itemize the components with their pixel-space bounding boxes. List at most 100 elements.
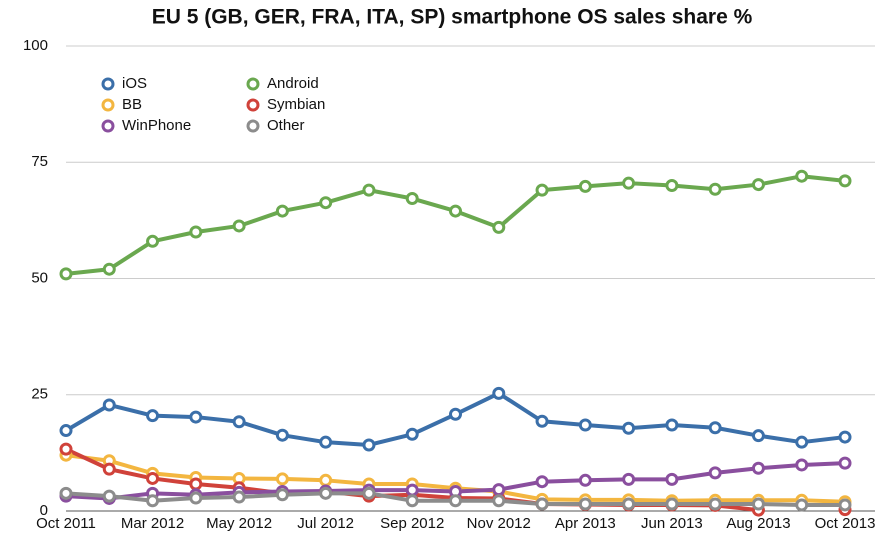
- point: [492, 494, 506, 508]
- point: [665, 472, 679, 486]
- point: [751, 497, 765, 511]
- point: [449, 204, 462, 218]
- point: [405, 494, 419, 508]
- point: [622, 421, 636, 435]
- point: [622, 497, 636, 511]
- point: [708, 182, 722, 196]
- point: [665, 418, 679, 432]
- point: [795, 169, 809, 183]
- point: [578, 179, 592, 193]
- series-line: [65, 174, 846, 276]
- x-tick-label: Sep 2012: [380, 515, 444, 532]
- x-tick-label: Jul 2012: [297, 515, 354, 532]
- point: [449, 407, 462, 421]
- point: [362, 486, 376, 500]
- point: [146, 494, 160, 508]
- point: [102, 462, 116, 476]
- point: [146, 471, 160, 485]
- point: [708, 497, 722, 511]
- point: [535, 414, 549, 428]
- legend-label: Android: [267, 75, 319, 92]
- point: [838, 174, 852, 188]
- legend-marker: [101, 77, 115, 91]
- point: [59, 424, 73, 438]
- point: [492, 220, 506, 234]
- point: [405, 483, 419, 497]
- legend-label: Symbian: [267, 96, 325, 113]
- point: [102, 489, 116, 503]
- point: [535, 497, 549, 511]
- point: [102, 262, 116, 276]
- point: [492, 386, 506, 400]
- point: [578, 497, 592, 511]
- point: [59, 486, 73, 500]
- point: [189, 477, 203, 491]
- point: [578, 418, 592, 432]
- y-tick-label: 0: [40, 502, 48, 519]
- point: [59, 442, 73, 456]
- point: [492, 483, 506, 497]
- point: [405, 427, 419, 441]
- point: [405, 192, 419, 206]
- point: [275, 488, 289, 502]
- legend-marker: [246, 98, 260, 112]
- x-tick-label: Oct 2013: [815, 515, 876, 532]
- point: [102, 398, 116, 412]
- legend-marker: [101, 119, 115, 133]
- point: [708, 421, 722, 435]
- point: [319, 486, 333, 500]
- point: [319, 473, 333, 487]
- point: [146, 234, 160, 248]
- point: [275, 428, 289, 442]
- y-tick-label: 100: [23, 37, 48, 54]
- point: [665, 179, 679, 192]
- x-tick-label: Apr 2013: [555, 515, 616, 532]
- point: [708, 466, 722, 480]
- point: [319, 435, 333, 449]
- point: [578, 473, 592, 487]
- legend-label: BB: [122, 96, 142, 113]
- x-tick-label: May 2012: [206, 515, 272, 532]
- point: [838, 456, 852, 470]
- point: [665, 497, 679, 511]
- legend-marker: [246, 119, 260, 133]
- legend-label: Other: [267, 117, 305, 134]
- point: [751, 461, 765, 475]
- point: [449, 494, 462, 508]
- point: [795, 435, 809, 449]
- point: [622, 472, 636, 486]
- x-tick-label: Oct 2011: [36, 515, 96, 532]
- chart-title: EU 5 (GB, GER, FRA, ITA, SP) smartphone …: [152, 6, 753, 29]
- point: [275, 472, 289, 486]
- point: [535, 183, 549, 197]
- point: [232, 490, 246, 504]
- point: [535, 475, 549, 489]
- y-tick-label: 50: [31, 269, 48, 286]
- point: [622, 176, 636, 190]
- x-tick-label: Jun 2013: [641, 515, 703, 532]
- point: [189, 410, 203, 424]
- x-tick-label: Aug 2013: [726, 515, 790, 532]
- legend-marker: [101, 98, 115, 112]
- y-tick-label: 75: [31, 153, 48, 170]
- point: [795, 458, 809, 472]
- point: [319, 196, 333, 210]
- y-tick-label: 25: [31, 386, 48, 403]
- legend-marker: [246, 77, 260, 91]
- point: [189, 225, 203, 239]
- legend-label: WinPhone: [122, 117, 191, 134]
- point: [362, 438, 376, 452]
- point: [838, 430, 852, 444]
- point: [838, 498, 852, 512]
- point: [275, 204, 289, 218]
- point: [362, 183, 376, 197]
- point: [751, 178, 765, 192]
- point: [232, 415, 246, 429]
- point: [232, 219, 246, 233]
- point: [59, 267, 73, 281]
- point: [146, 409, 160, 423]
- point: [751, 429, 765, 443]
- point: [189, 491, 203, 505]
- legend-label: iOS: [122, 75, 147, 92]
